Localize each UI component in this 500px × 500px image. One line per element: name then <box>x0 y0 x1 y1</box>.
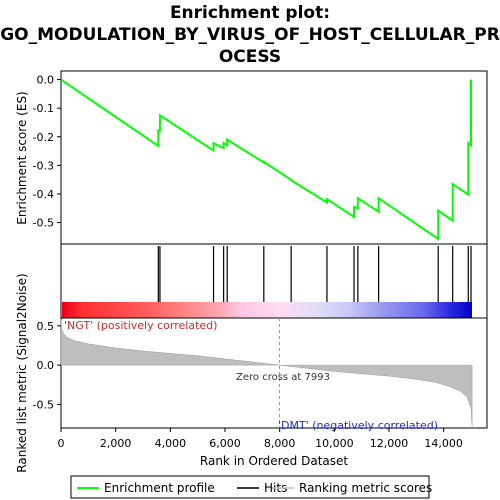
legend: Enrichment profile Hits Ranking metric s… <box>70 475 432 499</box>
x-tick-label: 14,000 <box>424 437 463 450</box>
chart-title-line2: GO_MODULATION_BY_VIRUS_OF_HOST_CELLULAR_… <box>0 25 500 45</box>
es-y-tick-label: 0.0 <box>37 74 55 87</box>
positive-label: 'NGT' (positively correlated) <box>64 319 217 332</box>
es-y-tick-label: -0.3 <box>33 159 54 172</box>
hits-markers <box>157 246 472 302</box>
chart-title-line1: Enrichment plot: <box>170 3 330 23</box>
x-tick-label: 12,000 <box>370 437 409 450</box>
chart-title-line3: OCESS <box>219 47 281 67</box>
ranked-heatmap-bar <box>62 302 472 318</box>
metric-y-axis: -0.5 0.0 0.5 <box>33 320 61 411</box>
legend-es-label: Enrichment profile <box>104 481 215 495</box>
es-y-tick-label: -0.4 <box>33 188 54 201</box>
x-tick-label: 4,000 <box>155 437 187 450</box>
es-panel-frame <box>60 70 488 245</box>
metric-area <box>60 319 473 427</box>
x-tick-label: 6,000 <box>209 437 241 450</box>
metric-y-tick-label: 0.0 <box>37 359 55 372</box>
metric-y-tick-label: -0.5 <box>33 398 54 411</box>
x-axis: 0 2,000 4,000 6,000 8,000 10,000 12,000 14,000 <box>58 428 463 450</box>
x-tick-label: 0 <box>58 437 65 450</box>
x-tick-label: 2,000 <box>100 437 132 450</box>
metric-axis-label: Ranked list metric (Signal2Noise) <box>15 273 29 472</box>
x-tick-label: 10,000 <box>315 437 354 450</box>
negative-label: 'DMT' (negatively correlated) <box>278 419 438 432</box>
x-tick-label: 8,000 <box>264 437 296 450</box>
es-y-tick-label: -0.2 <box>33 131 54 144</box>
es-y-tick-label: -0.5 <box>33 217 54 230</box>
es-line <box>60 78 472 241</box>
x-axis-label: Rank in Ordered Dataset <box>200 454 348 468</box>
es-y-axis: -0.5 -0.4 -0.3 -0.2 -0.1 0.0 <box>33 74 61 230</box>
legend-metric-label: Ranking metric scores <box>299 481 432 495</box>
metric-y-tick-label: 0.5 <box>37 320 55 333</box>
es-y-tick-label: -0.1 <box>33 102 54 115</box>
zero-cross-label: Zero cross at 7993 <box>236 372 330 383</box>
legend-box <box>70 475 430 499</box>
es-axis-label: Enrichment score (ES) <box>15 91 29 224</box>
